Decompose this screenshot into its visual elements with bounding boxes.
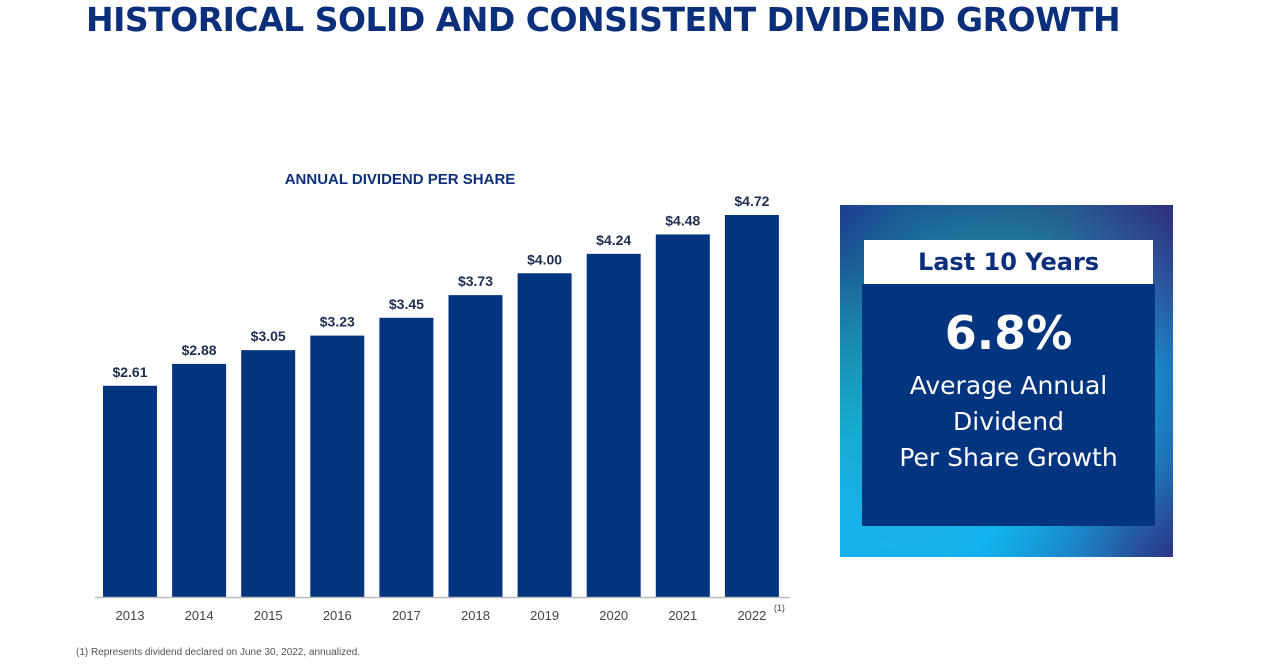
x-tick-label: 2019 bbox=[530, 608, 559, 623]
bar bbox=[586, 253, 641, 597]
bar bbox=[379, 317, 434, 597]
x-tick-label: 2021 bbox=[668, 608, 697, 623]
x-tick-label: 2016 bbox=[323, 608, 352, 623]
page-title: HISTORICAL SOLID AND CONSISTENT DIVIDEND… bbox=[86, 0, 1121, 39]
callout-line: Average Annual bbox=[909, 371, 1108, 400]
data-label: $2.61 bbox=[112, 364, 147, 380]
bar bbox=[310, 335, 365, 597]
chart-title: ANNUAL DIVIDEND PER SHARE bbox=[284, 171, 516, 188]
data-label: $4.24 bbox=[596, 232, 631, 248]
callout-value: 6.8% bbox=[944, 306, 1073, 360]
x-tick-label: 2017 bbox=[392, 608, 421, 623]
data-label: $3.23 bbox=[320, 314, 355, 330]
data-label: $3.45 bbox=[389, 296, 424, 312]
x-tick-label: 2022 bbox=[737, 608, 766, 623]
callout-header: Last 10 Years bbox=[864, 240, 1153, 284]
footnote: (1) Represents dividend declared on June… bbox=[76, 647, 361, 658]
x-tick-note: (1) bbox=[774, 603, 785, 613]
bar bbox=[172, 363, 227, 597]
data-label: $2.88 bbox=[182, 342, 217, 358]
data-label: $4.48 bbox=[665, 212, 700, 228]
callout-body: 6.8% Average Annual Dividend Per Share G… bbox=[862, 284, 1155, 526]
x-tick-label: 2014 bbox=[185, 608, 214, 623]
bar bbox=[724, 215, 779, 597]
bar bbox=[241, 350, 296, 597]
x-tick-label: 2020 bbox=[599, 608, 628, 623]
x-tick-label: 2013 bbox=[116, 608, 145, 623]
bar bbox=[448, 295, 503, 597]
callout-line: Dividend bbox=[953, 407, 1064, 436]
bar bbox=[517, 273, 572, 597]
bar-chart: $2.61 2013 $2.88 2014 $3.05 2015 $3.23 2016 $3.4… bbox=[95, 193, 790, 623]
data-label: $3.73 bbox=[458, 273, 493, 289]
x-tick-label: 2015 bbox=[254, 608, 283, 623]
data-label: $4.00 bbox=[527, 251, 562, 267]
callout-line: Per Share Growth bbox=[899, 443, 1118, 472]
x-tick-label: 2018 bbox=[461, 608, 490, 623]
data-label: $3.05 bbox=[251, 328, 286, 344]
bar bbox=[103, 385, 157, 597]
bar bbox=[655, 234, 710, 598]
growth-callout: Last 10 Years 6.8% Average Annual Divide… bbox=[840, 205, 1173, 557]
data-label: $4.72 bbox=[734, 193, 769, 209]
